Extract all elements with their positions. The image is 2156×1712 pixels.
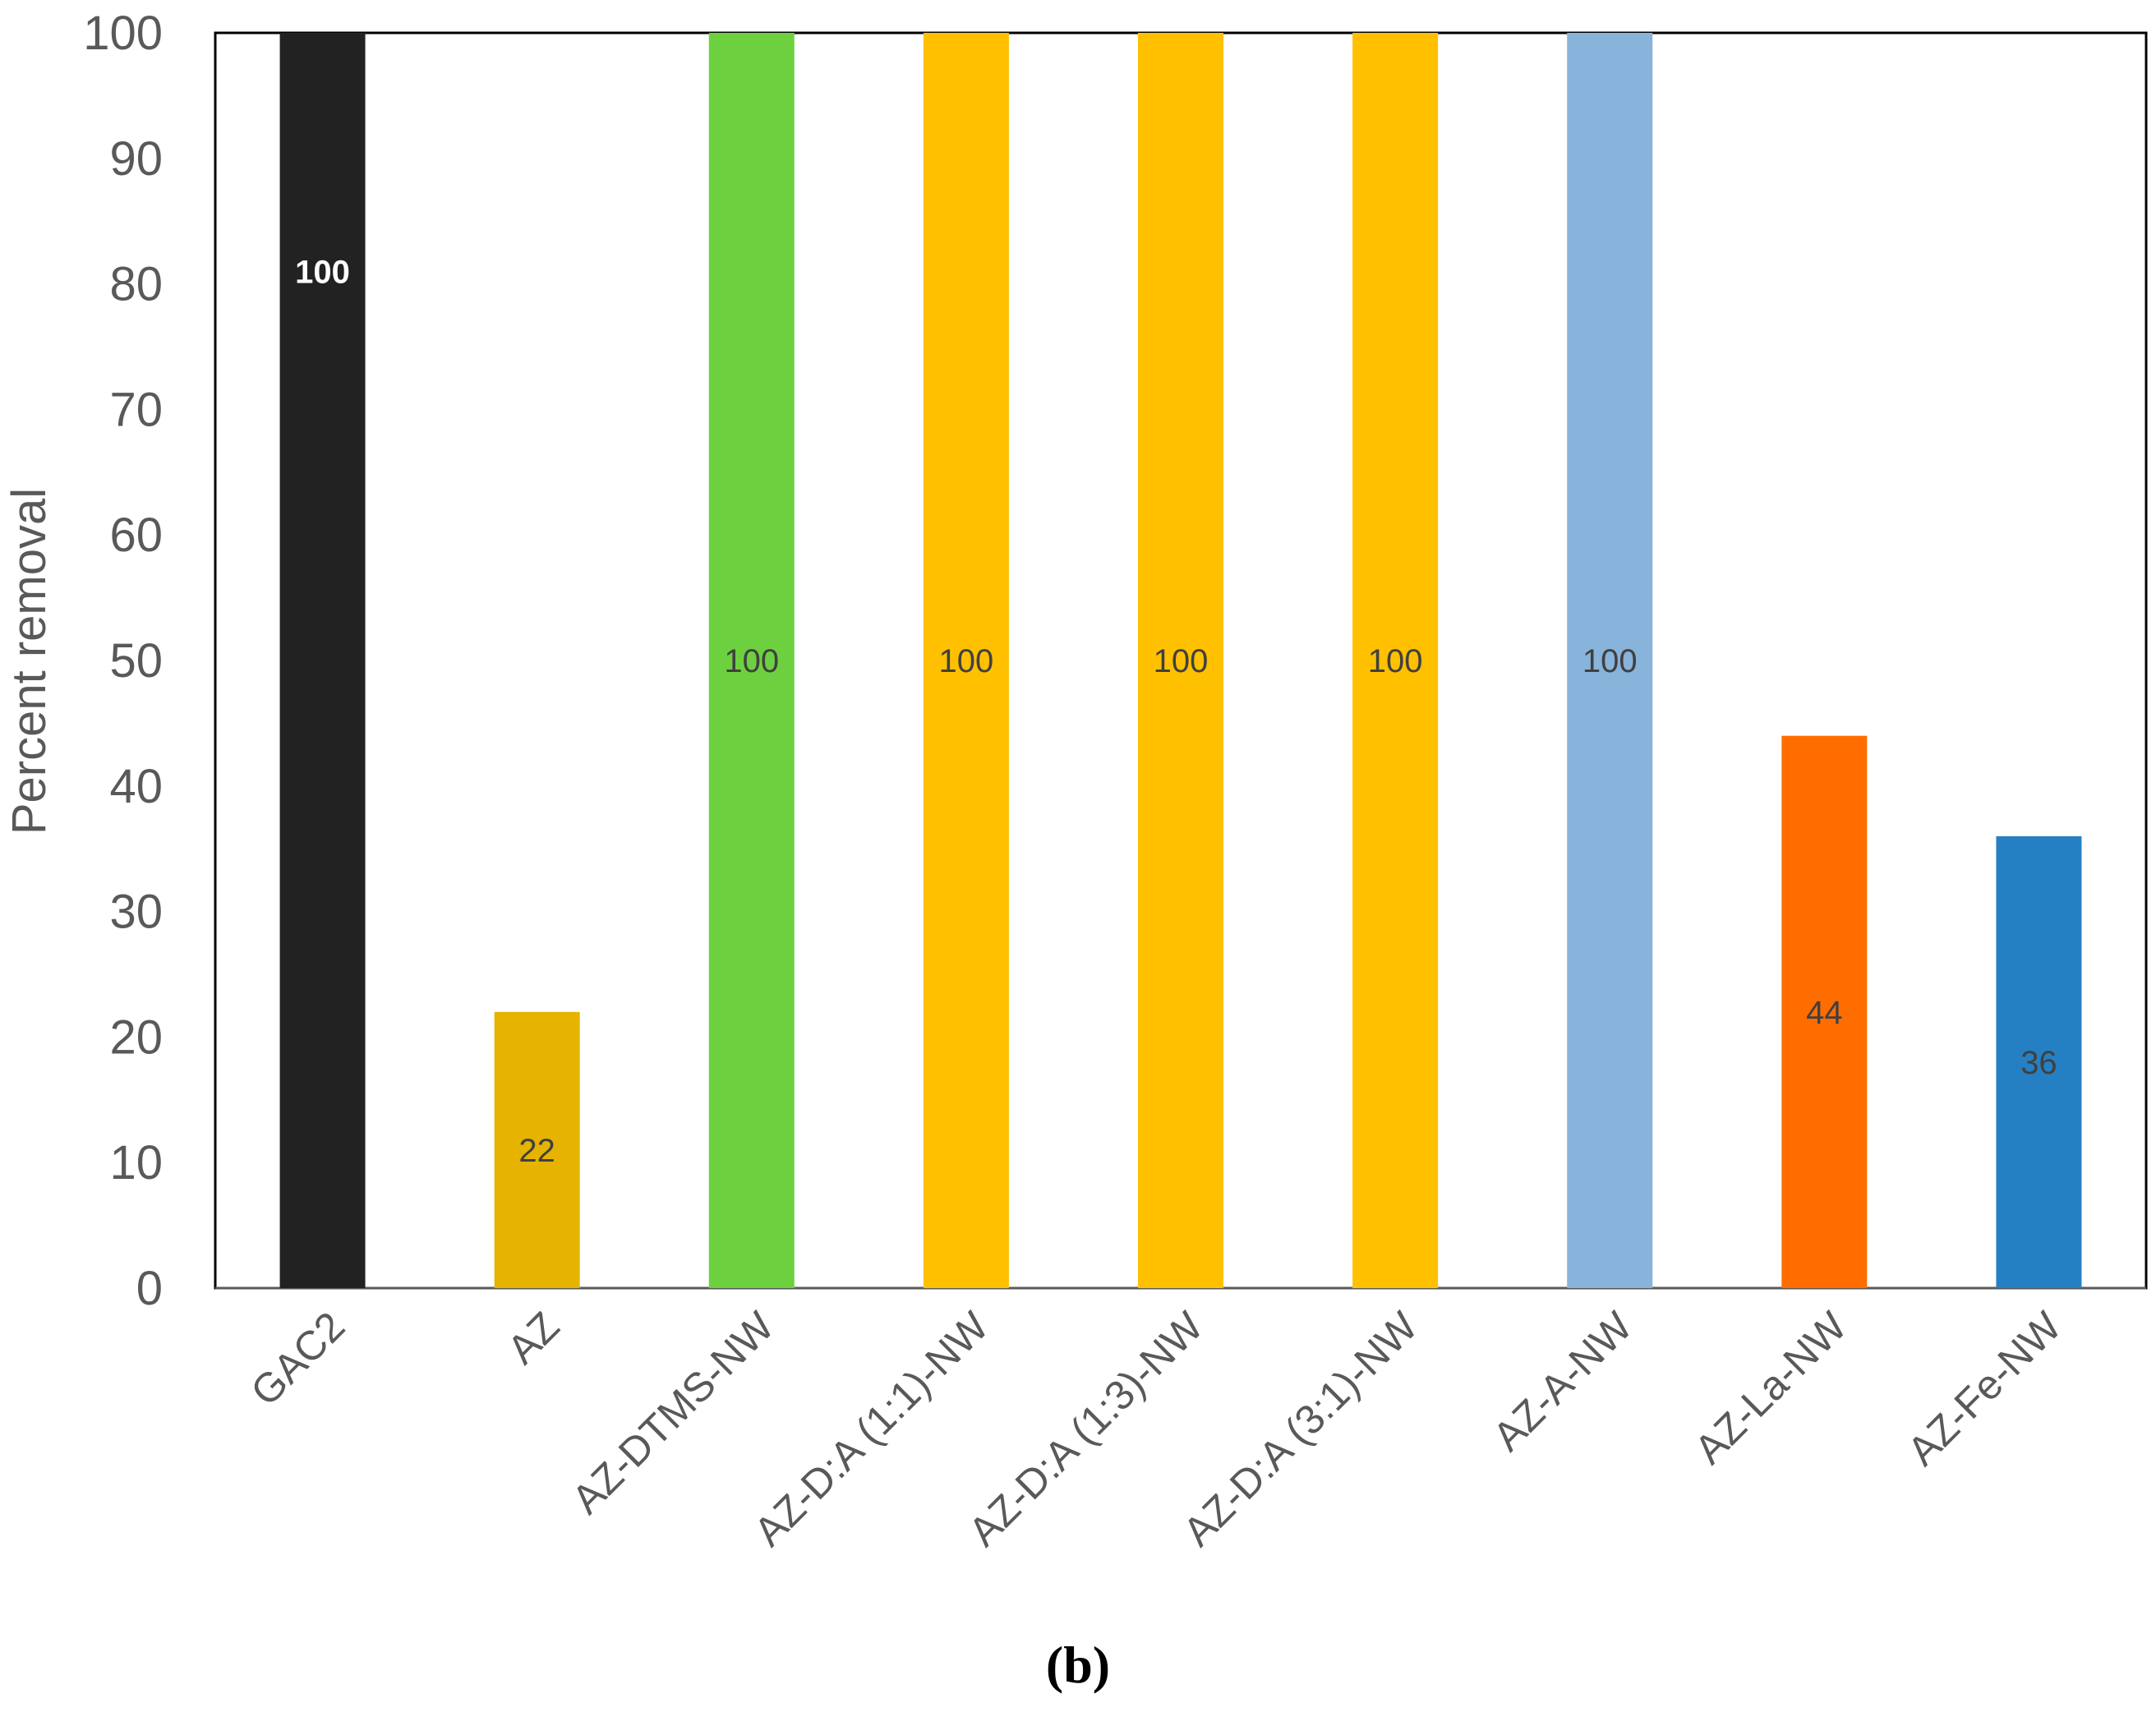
y-tick-labels: 0 10 20 30 40 50 60 70 80 90 100 [83,7,163,1315]
y-tick-label: 60 [109,509,163,562]
y-tick-label: 20 [109,1010,163,1064]
y-tick-label: 40 [109,760,163,813]
data-label: 36 [2020,1045,2057,1081]
data-label: 100 [1582,643,1638,679]
bar [708,33,795,1288]
x-category-label: AZ-D:A (3:1)-NW [1174,1303,1426,1555]
data-label: 44 [1806,995,1843,1031]
bar [1352,33,1439,1288]
y-tick-label: 0 [136,1262,163,1315]
x-category-label: AZ-A-NW [1484,1303,1641,1460]
data-label: 100 [724,643,779,679]
y-tick-label: 10 [109,1136,163,1190]
data-label: 22 [518,1133,555,1169]
y-tick-label: 80 [109,258,163,311]
bar [279,33,366,1288]
y-axis-title: Percent removal [2,488,56,835]
y-tick-label: 50 [109,634,163,688]
x-category-label: AZ-D:A (1:3)-NW [960,1303,1212,1555]
x-category-label: AZ-D:A (1:1)-NW [745,1303,997,1555]
y-tick-label: 30 [109,886,163,939]
bar [1138,33,1223,1288]
panel-label: (b) [1045,1636,1111,1694]
x-category-label: AZ [499,1303,569,1373]
bar [1781,735,1868,1288]
x-category-label: AZ-Fe-NW [1899,1303,2071,1475]
bar [494,1011,580,1288]
bar [923,33,1009,1288]
y-tick-label: 70 [109,383,163,436]
y-tick-label: 90 [109,132,163,186]
y-tick-label: 100 [83,7,163,60]
bar [1996,835,2082,1288]
bar [1567,33,1653,1288]
x-category-label: GAC2 [242,1303,353,1415]
data-label: 100 [939,643,994,679]
data-label: 100 [1368,643,1423,679]
data-label: 100 [1154,643,1209,679]
x-category-label: AZ-La-NW [1686,1303,1856,1473]
data-labels: 100 22 100 100 100 100 100 44 36 [295,254,2057,1169]
x-category-label: AZ-DTMS-NW [563,1303,783,1523]
data-label: 100 [295,254,350,290]
bars [279,33,2082,1288]
